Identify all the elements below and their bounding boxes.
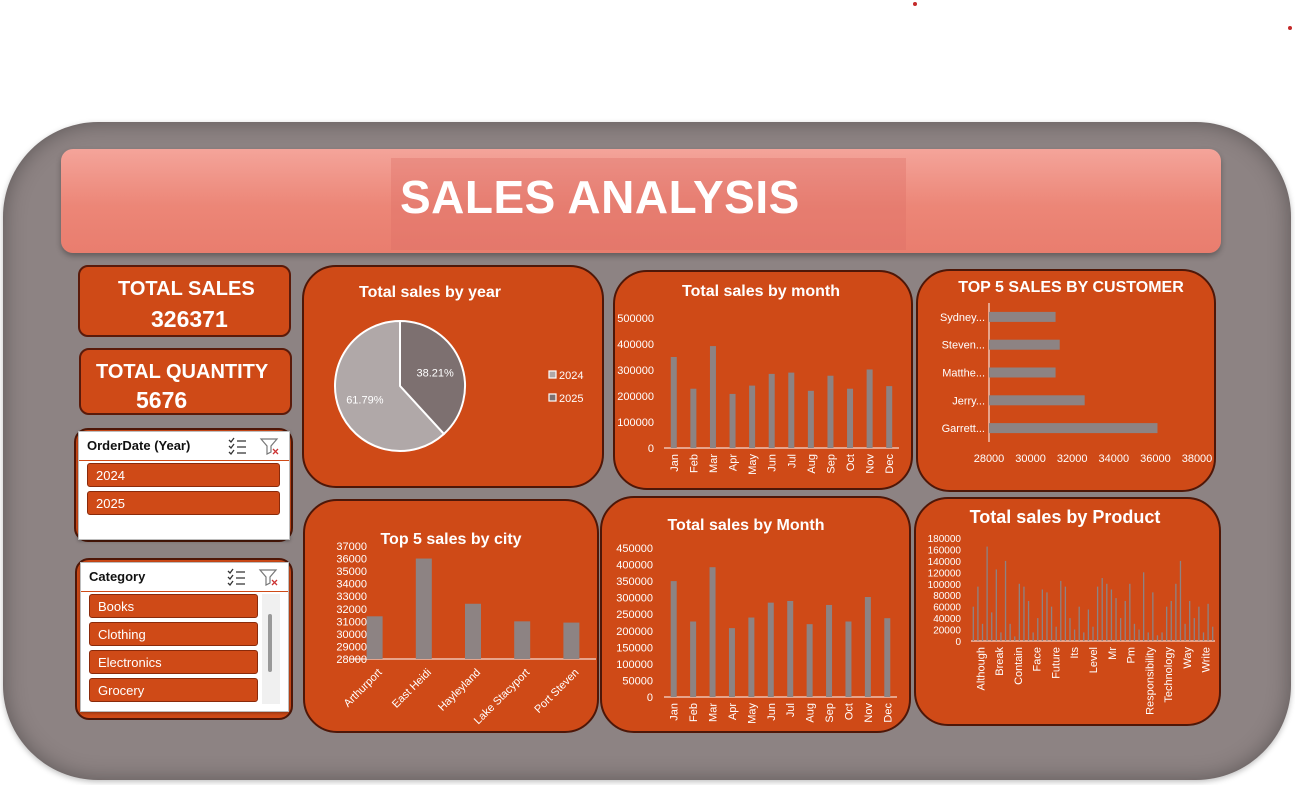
panel-sales-by-month — [613, 270, 913, 490]
panel-top5-city — [303, 499, 599, 733]
total-sales-value: 326371 — [151, 306, 228, 333]
clear-filter-icon[interactable] — [259, 436, 281, 456]
panel-sales-by-year — [302, 265, 604, 488]
total-quantity-label: TOTAL QUANTITY — [96, 361, 268, 384]
category-slicer: Category Books Clothing Electronics Groc… — [80, 562, 289, 712]
clear-filter-icon[interactable] — [258, 567, 280, 587]
category-slicer-scrollbar[interactable] — [262, 594, 280, 704]
decor-dot — [913, 2, 917, 6]
category-slicer-item-books[interactable]: Books — [89, 594, 258, 618]
multi-select-icon[interactable] — [226, 567, 248, 587]
multi-select-icon[interactable] — [227, 436, 249, 456]
total-quantity-card: TOTAL QUANTITY 5676 — [79, 348, 292, 415]
total-sales-card: TOTAL SALES 326371 — [78, 265, 291, 337]
year-slicer-item-2024[interactable]: 2024 — [87, 463, 280, 487]
total-quantity-value: 5676 — [136, 387, 187, 414]
category-slicer-header: Category — [81, 563, 288, 592]
year-slicer-header: OrderDate (Year) — [79, 432, 289, 461]
panel-top5-customer — [916, 269, 1216, 492]
category-slicer-item-clothing[interactable]: Clothing — [89, 622, 258, 646]
page-title: SALES ANALYSIS — [400, 170, 800, 224]
category-slicer-item-electronics[interactable]: Electronics — [89, 650, 258, 674]
year-slicer: OrderDate (Year) 2024 2025 — [78, 431, 290, 540]
category-slicer-item-grocery[interactable]: Grocery — [89, 678, 258, 702]
decor-dot — [1288, 26, 1292, 30]
year-slicer-title: OrderDate (Year) — [87, 438, 190, 453]
panel-sales-by-product — [914, 497, 1221, 726]
category-slicer-scroll-thumb[interactable] — [268, 614, 272, 672]
category-slicer-title: Category — [89, 569, 145, 584]
total-sales-label: TOTAL SALES — [118, 278, 255, 301]
year-slicer-item-2025[interactable]: 2025 — [87, 491, 280, 515]
panel-sales-by-month-2 — [600, 496, 911, 733]
